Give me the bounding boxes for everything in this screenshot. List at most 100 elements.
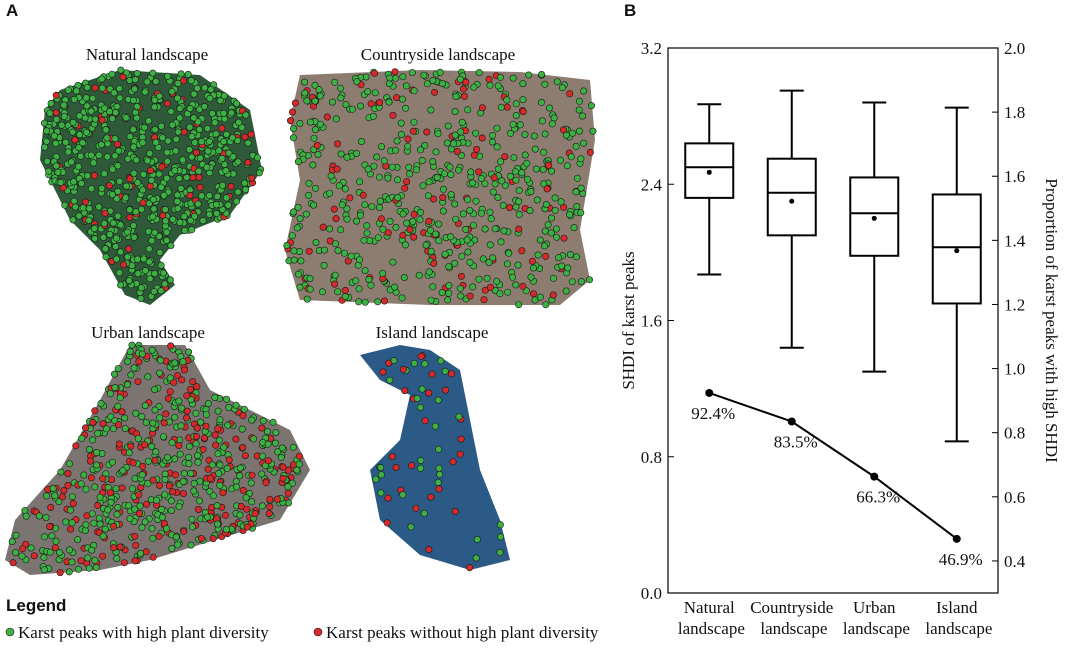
map-dot: [443, 139, 451, 147]
map-dot: [140, 255, 148, 263]
map-dot: [423, 128, 431, 136]
map-dot: [326, 189, 334, 197]
chart: 0.0 0.8 1.6 2.4 3.2 0.4 0.6 0.8 1.0 1.2 1.4 1.6 1.8 2…: [619, 39, 1061, 638]
map-dot: [428, 370, 436, 378]
map-dot: [137, 549, 145, 557]
map-dot: [115, 440, 123, 448]
map-dot: [91, 115, 99, 123]
map-dot: [328, 98, 336, 106]
map-dot: [290, 247, 298, 255]
map-dot: [488, 138, 496, 146]
map-dot: [352, 150, 360, 158]
map-dot: [510, 154, 518, 162]
map-dot: [123, 381, 131, 389]
map-dot: [98, 184, 106, 192]
map-dot: [211, 393, 219, 401]
map-dot: [157, 287, 165, 295]
map-dot: [218, 154, 226, 162]
map-dot: [512, 112, 520, 120]
map-dot: [160, 191, 168, 199]
map-dot: [248, 471, 256, 479]
map-dot: [106, 230, 114, 238]
map-dot: [180, 527, 188, 535]
map-dot: [274, 448, 282, 456]
map-dot: [27, 544, 35, 552]
map-dot: [532, 165, 540, 173]
map-dot: [52, 537, 60, 545]
map-dot: [74, 565, 82, 573]
map-dot: [429, 158, 437, 166]
map-dot: [493, 124, 501, 132]
map-dot: [192, 149, 200, 157]
map-dot: [62, 138, 70, 146]
map-dot: [204, 400, 212, 408]
map-dot: [289, 208, 297, 216]
map-dot: [550, 114, 558, 122]
map-dot: [341, 185, 349, 193]
x-tick-label: Urban landscape: [839, 598, 910, 638]
map-dot: [472, 554, 480, 562]
map-dot: [449, 140, 457, 148]
map-dot: [399, 210, 407, 218]
map-dot: [145, 117, 153, 125]
map-dot: [289, 443, 297, 451]
map-dot: [431, 422, 439, 430]
map-dot: [537, 98, 545, 106]
map-dot: [493, 143, 501, 151]
map-dot: [185, 460, 193, 468]
map-dot: [334, 288, 342, 296]
map-dot: [388, 453, 396, 461]
map-dot: [347, 252, 355, 260]
map-dot: [266, 495, 274, 503]
map-dot: [172, 135, 180, 143]
map-dot: [506, 204, 514, 212]
map-dot: [473, 535, 481, 543]
map-dot: [65, 568, 73, 576]
map-dot: [370, 162, 378, 170]
map-dot: [163, 237, 171, 245]
map-dot: [200, 434, 208, 442]
map-dot: [311, 81, 319, 89]
map-dot: [131, 475, 139, 483]
plot-frame: [667, 47, 999, 594]
map-dot: [50, 132, 58, 140]
map-dot: [131, 76, 139, 84]
map-dot: [180, 212, 188, 220]
map-dot: [566, 211, 574, 219]
map-dot: [432, 148, 440, 156]
map-dot: [47, 100, 55, 108]
map-dot: [457, 435, 465, 443]
map-dot: [429, 77, 437, 85]
map-dot: [171, 413, 179, 421]
map-dot: [338, 201, 346, 209]
map-dot: [439, 207, 447, 215]
map-dot: [585, 276, 593, 284]
map-dot: [247, 479, 255, 487]
map-dot: [294, 270, 302, 278]
map-dot: [435, 485, 443, 493]
map-dot: [57, 178, 65, 186]
map-dot: [478, 104, 486, 112]
map-dot: [247, 130, 255, 138]
map-dot: [418, 157, 426, 165]
map-dot: [263, 427, 271, 435]
map-dot: [186, 385, 194, 393]
map-dot: [379, 269, 387, 277]
line-point: [787, 417, 796, 426]
map-dot: [166, 276, 174, 284]
map-dot: [296, 120, 304, 128]
map-dot: [259, 452, 267, 460]
map-dot: [148, 346, 156, 354]
map-dot: [179, 358, 187, 366]
map-dot: [141, 402, 149, 410]
map-dot: [410, 87, 418, 95]
map-dot: [369, 112, 377, 120]
map-dot: [356, 256, 364, 264]
map-dot: [384, 174, 392, 182]
map-dot: [112, 109, 120, 117]
map-dot: [425, 217, 433, 225]
y2-tick-label: 1.4: [1004, 231, 1026, 250]
map-dot: [188, 523, 196, 531]
map-dot: [144, 373, 152, 381]
map-dot: [427, 247, 435, 255]
